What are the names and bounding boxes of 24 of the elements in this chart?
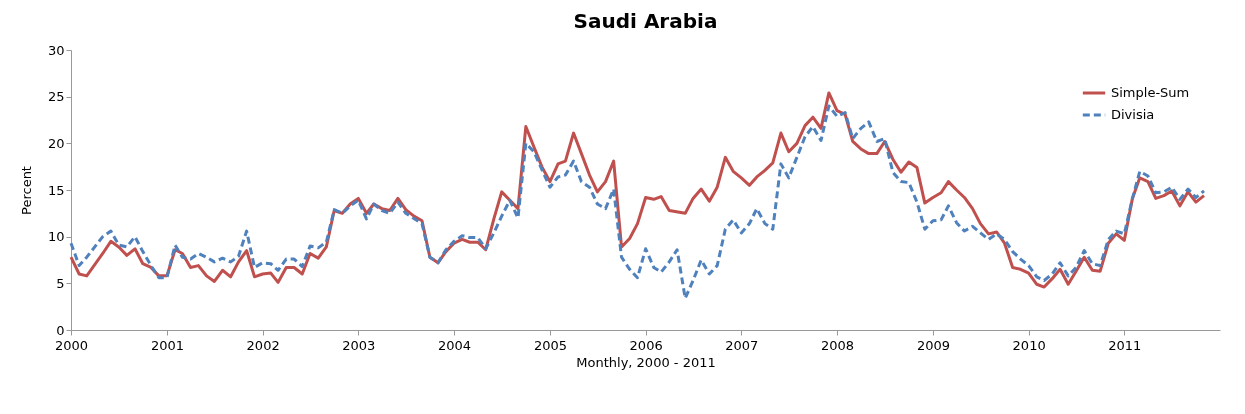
x-tick-label: 2002 <box>246 337 280 353</box>
y-tick-label: 30 <box>47 42 65 58</box>
y-tick-label: 15 <box>47 182 65 198</box>
x-tick-label: 2003 <box>342 337 376 353</box>
x-tick-label: 2000 <box>54 337 89 353</box>
y-tick-label: 20 <box>47 135 65 151</box>
x-tick-label: 2005 <box>533 337 567 353</box>
legend-label: Simple-Sum <box>1111 85 1190 100</box>
y-tick-label: 0 <box>56 322 65 338</box>
x-tick-label: 2001 <box>150 337 184 353</box>
y-tick-label: 10 <box>47 229 65 245</box>
x-axis-title: Monthly, 2000 - 2011 <box>576 354 716 370</box>
y-axis-title: Percent <box>18 166 34 215</box>
chart-title: Saudi Arabia <box>573 9 718 33</box>
y-tick-label: 5 <box>56 275 65 291</box>
x-tick-label: 2007 <box>725 337 759 353</box>
x-tick-label: 2010 <box>1012 337 1046 353</box>
x-tick-label: 2008 <box>820 337 855 353</box>
x-tick-label: 2006 <box>629 337 663 353</box>
x-tick-label: 2011 <box>1108 337 1142 353</box>
y-tick-label: 25 <box>47 89 65 105</box>
x-tick-label: 2004 <box>437 337 472 353</box>
legend-label: Divisia <box>1111 107 1155 122</box>
x-tick-label: 2009 <box>916 337 950 353</box>
